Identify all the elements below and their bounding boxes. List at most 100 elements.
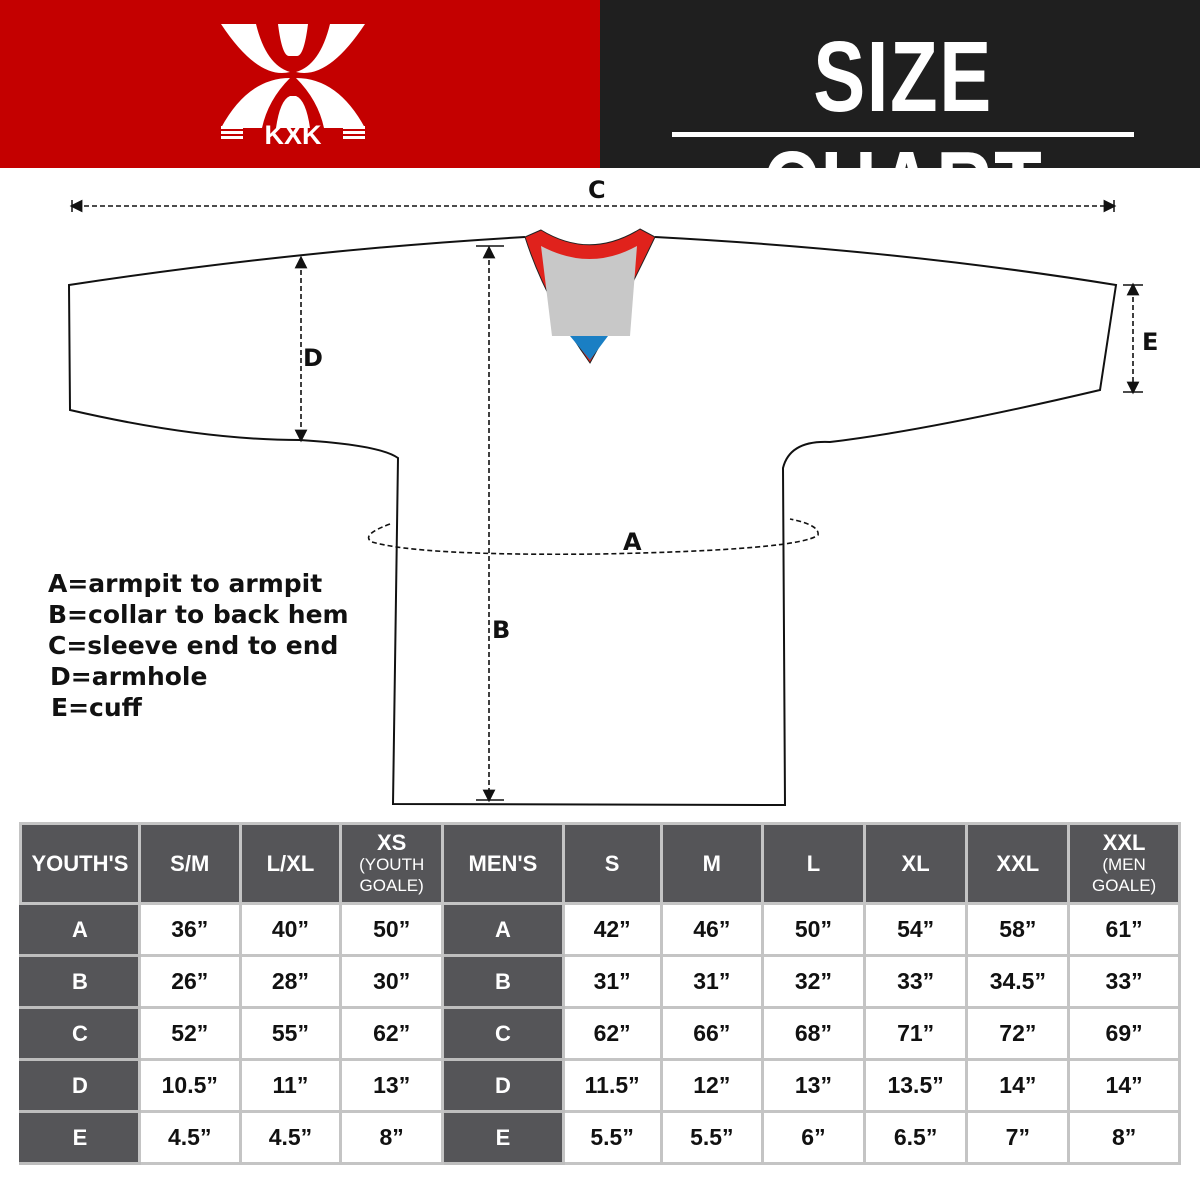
- legend-item: D=armhole: [50, 662, 208, 691]
- size-table: YOUTH'S S/M L/XL XS (YOUTH GOALE) MEN'S S M L XL X…: [19, 822, 1181, 1165]
- kxk-logo: KXK: [221, 24, 365, 150]
- table-cell: 31”: [659, 954, 765, 1009]
- legend-item: B=collar to back hem: [48, 600, 349, 629]
- table-cell: 55”: [238, 1006, 343, 1061]
- table-cell: 28”: [238, 954, 343, 1009]
- table-cell: 31”: [561, 954, 663, 1009]
- label-b: B: [492, 616, 511, 644]
- table-cell: 10.5”: [137, 1058, 242, 1113]
- row-header: A: [19, 902, 141, 957]
- column-header: M: [659, 822, 765, 905]
- table-cell: 11”: [238, 1058, 343, 1113]
- row-header: C: [441, 1006, 565, 1061]
- column-label: S/M: [170, 850, 210, 876]
- legend-item: E=cuff: [51, 693, 142, 722]
- table-cell: 54”: [862, 902, 969, 957]
- table-row: B 26” 28” 30” B 31” 31” 32” 33” 34.5” 33”: [19, 954, 1181, 1009]
- table-cell: 62”: [561, 1006, 663, 1061]
- table-cell: 61”: [1067, 902, 1181, 957]
- table-cell: 6”: [761, 1110, 866, 1165]
- title-underline: [672, 132, 1134, 137]
- column-sublabel: (MEN GOALE): [1091, 854, 1157, 895]
- table-cell: 40”: [238, 902, 343, 957]
- jersey-outline: [67, 236, 1118, 807]
- table-cell: 71”: [862, 1006, 969, 1061]
- column-header: XXL (MEN GOALE): [1067, 822, 1181, 905]
- table-cell: 30”: [339, 954, 445, 1009]
- table-cell: 33”: [862, 954, 969, 1009]
- table-cell: 12”: [659, 1058, 765, 1113]
- table-cell: 13.5”: [862, 1058, 969, 1113]
- row-header: E: [19, 1110, 141, 1165]
- label-e: E: [1142, 328, 1159, 356]
- table-row: C 52” 55” 62” C 62” 66” 68” 71” 72” 69”: [19, 1006, 1181, 1061]
- column-label: XXL: [1102, 829, 1146, 855]
- column-label: S: [604, 850, 620, 876]
- table-cell: 33”: [1067, 954, 1181, 1009]
- table-cell: 8”: [1067, 1110, 1181, 1165]
- table-cell: 36”: [137, 902, 242, 957]
- column-label: XL: [901, 850, 930, 876]
- column-header: MEN'S: [441, 822, 565, 905]
- column-label: XS: [376, 829, 407, 855]
- row-header: C: [19, 1006, 141, 1061]
- legend-item: A=armpit to armpit: [48, 569, 323, 598]
- measurement-legend: A=armpit to armpit B=collar to back hem …: [48, 568, 349, 723]
- table-cell: 58”: [965, 902, 1071, 957]
- row-header: E: [441, 1110, 565, 1165]
- table-cell: 72”: [965, 1006, 1071, 1061]
- table-row: E 4.5” 4.5” 8” E 5.5” 5.5” 6” 6.5” 7” 8”: [19, 1110, 1181, 1165]
- row-header: A: [441, 902, 565, 957]
- table-cell: 42”: [561, 902, 663, 957]
- table-cell: 4.5”: [238, 1110, 343, 1165]
- row-header: B: [19, 954, 141, 1009]
- table-cell: 46”: [659, 902, 765, 957]
- table-cell: 7”: [965, 1110, 1071, 1165]
- table-header-row: YOUTH'S S/M L/XL XS (YOUTH GOALE) MEN'S S M L XL X…: [19, 822, 1181, 905]
- column-label: XXL: [996, 850, 1040, 876]
- table-cell: 32”: [761, 954, 866, 1009]
- column-header: YOUTH'S: [19, 822, 141, 905]
- table-cell: 50”: [761, 902, 866, 957]
- jersey-diagram: [67, 199, 1143, 807]
- column-header: S: [561, 822, 663, 905]
- label-c: C: [588, 176, 606, 204]
- column-label: YOUTH'S: [31, 850, 129, 876]
- table-cell: 4.5”: [137, 1110, 242, 1165]
- table-row: D 10.5” 11” 13” D 11.5” 12” 13” 13.5” 14” 14”: [19, 1058, 1181, 1113]
- table-cell: 5.5”: [561, 1110, 663, 1165]
- column-header: XS (YOUTH GOALE): [339, 822, 445, 905]
- logo-text: KXK: [264, 120, 322, 150]
- column-sublabel: (YOUTH GOALE): [359, 854, 425, 895]
- table-cell: 8”: [339, 1110, 445, 1165]
- table-cell: 14”: [1067, 1058, 1181, 1113]
- table-row: A 36” 40” 50” A 42” 46” 50” 54” 58” 61”: [19, 902, 1181, 957]
- table-cell: 69”: [1067, 1006, 1181, 1061]
- row-header: D: [441, 1058, 565, 1113]
- legend-item: C=sleeve end to end: [48, 631, 339, 660]
- column-header: XXL: [965, 822, 1071, 905]
- table-cell: 13”: [339, 1058, 445, 1113]
- table-cell: 14”: [965, 1058, 1071, 1113]
- table-cell: 11.5”: [561, 1058, 663, 1113]
- table-cell: 68”: [761, 1006, 866, 1061]
- table-cell: 34.5”: [965, 954, 1071, 1009]
- page-title: SIZE CHART: [762, 21, 1044, 243]
- table-cell: 6.5”: [862, 1110, 969, 1165]
- column-label: M: [702, 850, 721, 876]
- label-a: A: [623, 528, 642, 556]
- column-label: L: [806, 850, 821, 876]
- column-label: MEN'S: [468, 850, 538, 876]
- column-header: L: [761, 822, 866, 905]
- table-cell: 5.5”: [659, 1110, 765, 1165]
- title-banner: [600, 0, 1200, 168]
- table-cell: 62”: [339, 1006, 445, 1061]
- label-d: D: [303, 344, 323, 372]
- column-header: S/M: [137, 822, 242, 905]
- table-cell: 26”: [137, 954, 242, 1009]
- table-cell: 66”: [659, 1006, 765, 1061]
- column-header: L/XL: [238, 822, 343, 905]
- row-header: B: [441, 954, 565, 1009]
- table-cell: 50”: [339, 902, 445, 957]
- column-header: XL: [862, 822, 969, 905]
